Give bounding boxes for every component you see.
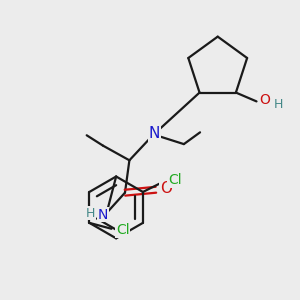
Text: H: H xyxy=(274,98,283,111)
Text: O: O xyxy=(259,93,270,107)
Text: Cl: Cl xyxy=(168,173,182,187)
Text: N: N xyxy=(98,208,108,222)
Text: H: H xyxy=(86,207,95,220)
Text: Cl: Cl xyxy=(116,223,129,237)
Text: N: N xyxy=(149,126,160,141)
Text: O: O xyxy=(160,181,172,196)
